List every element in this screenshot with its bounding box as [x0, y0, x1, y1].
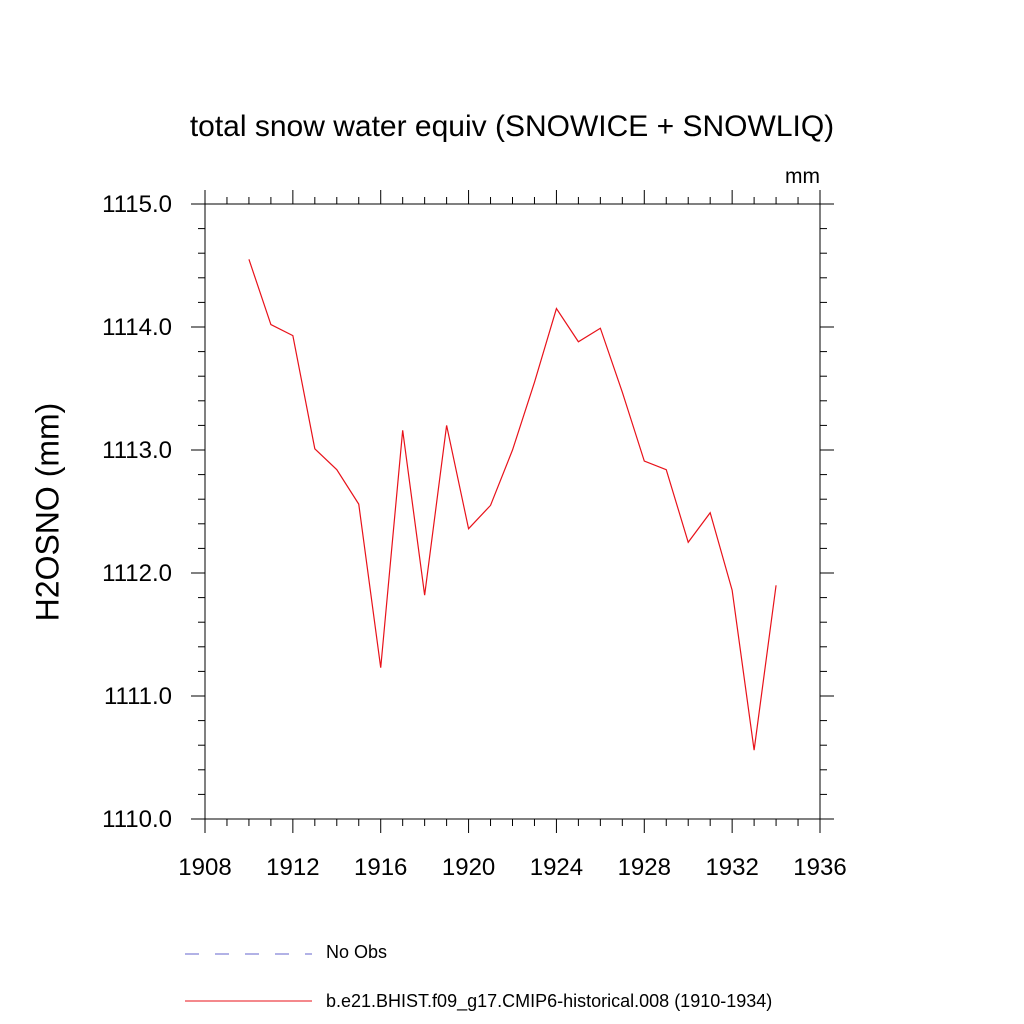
x-tick-label: 1908 [178, 854, 231, 881]
y-tick-label: 1113.0 [102, 437, 172, 464]
x-tick-label: 1936 [793, 854, 846, 881]
y-tick-label: 1110.0 [102, 806, 172, 833]
units-label: mm [785, 165, 820, 188]
x-tick-label: 1920 [442, 854, 495, 881]
x-tick-label: 1916 [354, 854, 407, 881]
chart-title: total snow water equiv (SNOWICE + SNOWLI… [189, 110, 835, 143]
plot-frame [204, 203, 821, 820]
y-tick-label: 1114.0 [102, 314, 172, 341]
x-tick-label: 1912 [266, 854, 319, 881]
series-line-historical [248, 259, 777, 751]
legend-label-no-obs: No Obs [326, 942, 388, 962]
x-tick-label: 1928 [618, 854, 671, 881]
y-tick-label: 1111.0 [104, 683, 172, 710]
y-tick-label: 1115.0 [102, 191, 172, 218]
x-tick-label: 1932 [705, 854, 758, 881]
x-tick-label: 1924 [530, 854, 583, 881]
y-tick-label: 1112.0 [102, 560, 172, 587]
legend-label-historical: b.e21.BHIST.f09_g17.CMIP6-historical.008… [326, 991, 773, 1011]
